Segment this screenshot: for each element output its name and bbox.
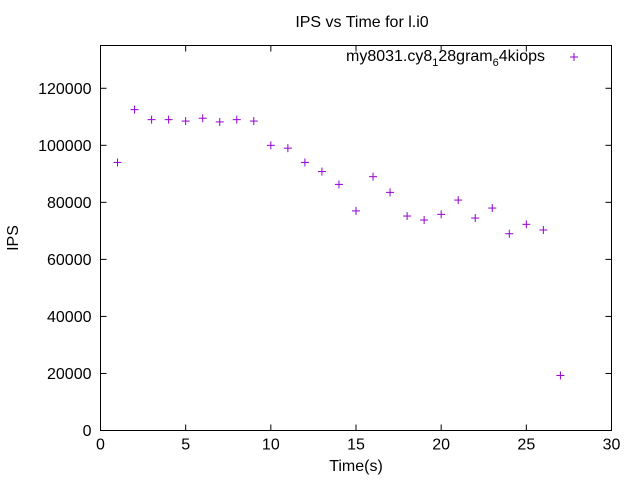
data-point	[539, 226, 548, 235]
chart-title: IPS vs Time for l.i0	[295, 14, 428, 31]
x-axis: 0 5 10 15 20 25 30	[96, 45, 621, 454]
data-point	[488, 204, 497, 213]
data-point	[113, 158, 122, 167]
legend-label: my8031.cy8128gram64kiops	[346, 48, 545, 69]
data-point	[454, 196, 463, 205]
legend-marker	[570, 53, 578, 61]
y-axis: 0 20000 40000 60000 80000 100000 120000	[38, 81, 612, 440]
data-point	[522, 220, 531, 229]
data-point	[215, 117, 224, 126]
data-point	[300, 158, 309, 167]
data-point	[130, 105, 139, 114]
data-point	[181, 117, 190, 126]
y-axis-label: IPS	[5, 225, 22, 251]
data-point	[266, 141, 275, 150]
data-point	[283, 144, 292, 153]
y-tick-label: 40000	[47, 309, 92, 326]
y-tick-label: 0	[83, 423, 92, 440]
x-tick-label: 30	[603, 437, 621, 454]
x-tick-label: 5	[181, 437, 190, 454]
x-tick-label: 15	[347, 437, 365, 454]
data-point	[403, 212, 412, 221]
data-series	[113, 105, 565, 380]
x-tick-label: 25	[517, 437, 535, 454]
x-tick-label: 0	[96, 437, 105, 454]
legend: my8031.cy8128gram64kiops	[346, 48, 578, 69]
x-axis-label: Time(s)	[329, 458, 383, 475]
data-point	[369, 172, 378, 181]
plot-frame	[100, 45, 612, 431]
legend-marker-plus	[570, 53, 578, 61]
data-point	[386, 188, 395, 197]
x-tick-label: 20	[432, 437, 450, 454]
x-tick-label: 10	[262, 437, 280, 454]
data-point	[420, 216, 429, 225]
y-tick-label: 120000	[38, 81, 91, 98]
data-point	[437, 210, 446, 219]
data-point	[471, 214, 480, 223]
y-tick-label: 80000	[47, 195, 92, 212]
data-point	[352, 206, 360, 215]
data-point	[232, 115, 241, 124]
data-point	[249, 117, 258, 126]
y-tick-label: 60000	[47, 252, 92, 269]
data-point	[147, 115, 156, 124]
data-point	[505, 229, 514, 238]
y-tick-label: 100000	[38, 138, 91, 155]
data-point	[317, 167, 326, 176]
data-point	[556, 371, 565, 380]
data-point	[164, 115, 173, 124]
data-point	[198, 114, 207, 123]
y-tick-label: 20000	[47, 366, 92, 383]
data-point	[334, 180, 343, 189]
